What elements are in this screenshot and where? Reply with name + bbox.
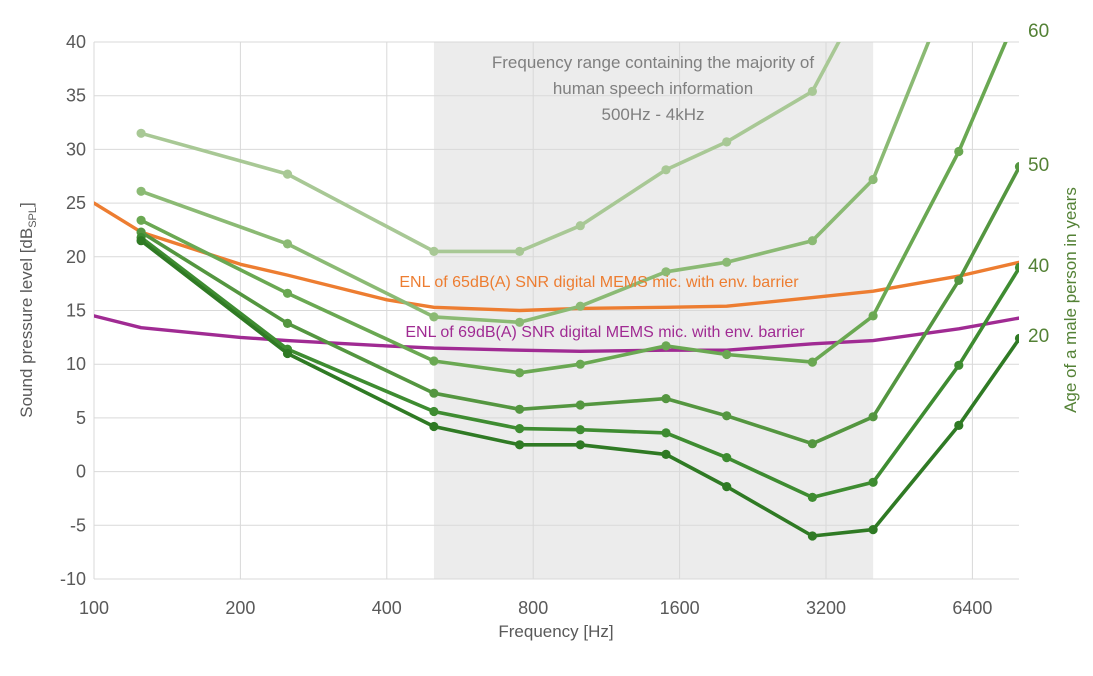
- data-point-marker: [661, 394, 671, 404]
- data-point-marker: [954, 146, 964, 157]
- enl-line-65: [94, 201, 1019, 313]
- data-point-marker: [954, 420, 964, 430]
- right-axis-title: Age of a male person in years: [1061, 187, 1080, 413]
- enl-line-69: [94, 314, 1019, 353]
- data-point-marker: [136, 236, 146, 246]
- speech-band-annotation: Frequency range containing the majority …: [492, 50, 814, 128]
- data-point-marker: [807, 236, 818, 246]
- data-point-marker: [429, 356, 439, 366]
- age-label-60: 60: [1028, 21, 1050, 42]
- data-point-marker: [282, 318, 293, 328]
- x-tick-label: 3200: [806, 598, 846, 618]
- y-tick-label: 10: [66, 354, 86, 374]
- data-point-marker: [954, 360, 964, 370]
- data-point-marker: [515, 246, 525, 256]
- data-point-marker: [807, 439, 818, 449]
- x-tick-label: 100: [79, 598, 109, 618]
- data-point-marker: [807, 492, 818, 502]
- data-point-marker: [722, 257, 732, 267]
- x-tick-label: 200: [225, 598, 255, 618]
- y-tick-label: 30: [66, 139, 86, 159]
- data-point-marker: [954, 275, 964, 285]
- annotation-line-1: Frequency range containing the majority …: [491, 53, 815, 72]
- data-point-marker: [515, 424, 525, 434]
- data-point-marker: [429, 388, 439, 398]
- data-point-marker: [429, 246, 439, 256]
- data-point-marker: [722, 482, 732, 492]
- x-tick-label: 800: [518, 598, 548, 618]
- x-tick-label: 400: [372, 598, 402, 618]
- age-series-group: [136, 5, 1024, 541]
- data-point-marker: [515, 440, 525, 450]
- data-point-marker: [722, 349, 732, 360]
- y-tick-label: 0: [76, 462, 86, 482]
- data-point-marker: [1014, 333, 1019, 343]
- data-point-marker: [136, 128, 146, 138]
- y-tick-label: 25: [66, 193, 86, 213]
- x-tick-label: 6400: [952, 598, 992, 618]
- data-point-marker: [661, 267, 671, 277]
- data-point-marker: [575, 425, 585, 435]
- data-point-marker: [661, 449, 671, 459]
- data-point-marker: [136, 186, 146, 196]
- x-tick-label: 1600: [660, 598, 700, 618]
- enl-65-mic-label: ENL of 65dB(A) SNR digital MEMS mic. wit…: [399, 274, 799, 291]
- data-point-marker: [575, 301, 585, 311]
- data-point-marker: [868, 525, 878, 535]
- data-point-marker: [722, 137, 732, 147]
- y-tick-label: 20: [66, 247, 86, 267]
- y-tick-label: 40: [66, 32, 86, 52]
- y-tick-label: 5: [76, 408, 86, 428]
- data-point-marker: [429, 421, 439, 432]
- data-point-marker: [429, 406, 439, 417]
- data-point-marker: [282, 169, 293, 179]
- data-point-marker: [1014, 162, 1019, 172]
- data-point-marker: [661, 165, 671, 175]
- data-point-marker: [807, 357, 818, 367]
- y-tick-label: -10: [60, 569, 86, 589]
- annotation-line-2: human speech information: [552, 79, 754, 98]
- enl-69-mic-label: ENL of 69dB(A) SNR digital MEMS mic. wit…: [405, 324, 805, 341]
- data-point-marker: [282, 288, 293, 298]
- data-point-marker: [661, 341, 671, 351]
- age-line-u1: [139, 42, 931, 325]
- data-point-marker: [575, 440, 585, 450]
- annotation-line-3: 500Hz - 4kHz: [601, 105, 705, 124]
- data-point-marker: [868, 412, 878, 422]
- data-point-marker: [807, 86, 818, 96]
- y-tick-label: 35: [66, 86, 86, 106]
- data-point-marker: [429, 312, 439, 322]
- data-point-marker: [722, 453, 732, 463]
- left-axis-title-close: ]: [16, 202, 36, 207]
- left-axis-title-text: Sound pressure level [dB: [16, 227, 36, 418]
- data-point-marker: [722, 411, 732, 421]
- data-point-marker: [868, 311, 878, 321]
- data-point-marker: [868, 477, 878, 487]
- data-point-marker: [282, 348, 293, 359]
- age-label-50: 50: [1028, 154, 1050, 176]
- age-label-20: 20: [1028, 326, 1050, 348]
- data-point-marker: [1014, 262, 1019, 273]
- y-tick-label: 15: [66, 301, 86, 321]
- data-point-marker: [515, 368, 525, 378]
- data-point-marker: [575, 221, 585, 231]
- data-point-marker: [661, 428, 671, 438]
- data-point-marker: [515, 317, 525, 327]
- left-axis-title: Sound pressure level [dBSPL]: [17, 202, 39, 417]
- data-point-marker: [136, 215, 146, 225]
- data-point-marker: [282, 239, 293, 249]
- data-point-marker: [575, 400, 585, 410]
- left-axis-title-subscript: SPL: [27, 206, 40, 228]
- data-point-marker: [868, 174, 878, 185]
- age-label-40: 40: [1028, 255, 1050, 277]
- data-point-marker: [1015, 5, 1024, 14]
- y-tick-label: -5: [70, 515, 86, 535]
- x-axis-title: Frequency [Hz]: [498, 622, 614, 641]
- data-point-marker: [575, 359, 585, 369]
- data-point-marker: [807, 531, 818, 541]
- data-point-marker: [515, 404, 525, 414]
